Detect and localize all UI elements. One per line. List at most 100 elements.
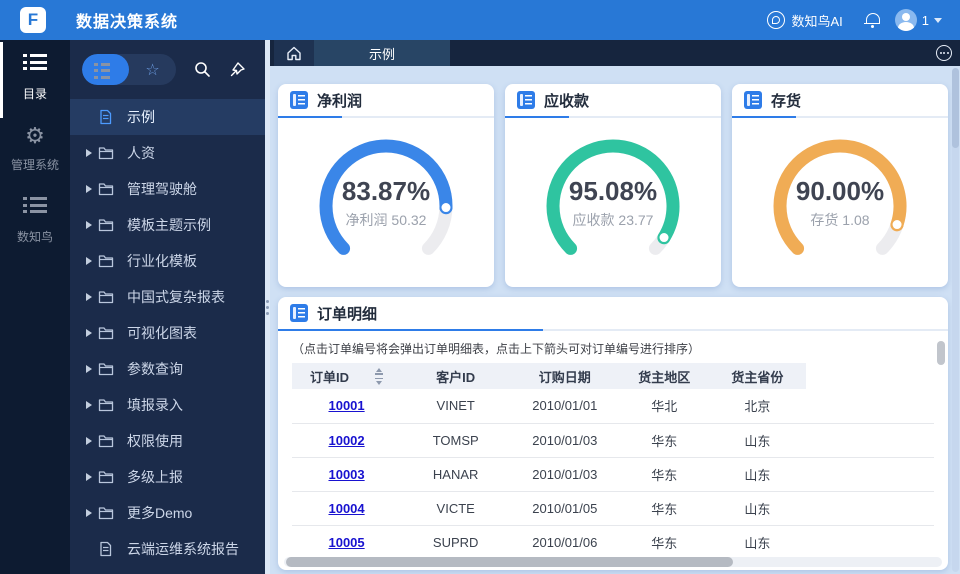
expand-arrow-icon	[86, 185, 98, 193]
home-icon	[287, 46, 301, 60]
cell-订单ID: 10003	[292, 457, 402, 492]
menu-item-1[interactable]: 示例	[70, 99, 265, 135]
tab-overflow-button[interactable]	[936, 40, 960, 66]
folder-icon	[98, 507, 114, 520]
order-id-link[interactable]: 10001	[328, 398, 365, 414]
folder-icon	[98, 183, 114, 196]
menu-item-11[interactable]: 多级上报	[70, 459, 265, 495]
expand-arrow-icon	[86, 473, 98, 481]
cell-订单ID: 10004	[292, 491, 402, 526]
menu-item-label: 可视化图表	[127, 325, 197, 341]
column-header-1: 订单ID	[292, 363, 402, 389]
tab-home[interactable]	[274, 40, 314, 66]
menu-item-7[interactable]: 可视化图表	[70, 315, 265, 351]
orders-table-body: 10001 VINET 2010/01/01 华北 北京 10002 TOMSP 2010/0…	[292, 389, 934, 560]
tab-bar: 示例	[270, 40, 960, 66]
menu-item-label: 中国式复杂报表	[127, 289, 225, 305]
menu-search-button[interactable]	[194, 61, 211, 78]
cell-客户ID: VINET	[401, 389, 511, 424]
menu-item-9[interactable]: 填报录入	[70, 387, 265, 423]
tab-label: 示例	[368, 46, 395, 62]
gauge-card-3: 存货 90.00% 存货 1.08	[732, 84, 948, 287]
rail-item-label: 目录	[22, 87, 47, 101]
cell-货主地区: 华东	[619, 423, 710, 458]
pin-panel-button[interactable]	[229, 61, 246, 78]
cell-货主省份: 山东	[709, 525, 806, 560]
orders-horizontal-scrollbar-track	[284, 557, 942, 567]
orders-vertical-scrollbar[interactable]	[937, 341, 945, 365]
cell-订单ID: 10001	[292, 389, 402, 424]
column-header-4: 货主地区	[619, 363, 710, 389]
cell-客户ID: SUPRD	[401, 525, 511, 560]
star-icon: ☆	[145, 60, 160, 79]
pin-icon	[230, 62, 245, 77]
expand-arrow-icon	[86, 149, 98, 157]
menu-item-label: 行业化模板	[127, 253, 197, 269]
menu-item-label: 填报录入	[127, 397, 183, 413]
menu-item-6[interactable]: 中国式复杂报表	[70, 279, 265, 315]
orders-table: 订单ID 客户ID 订购日期 货主地区 货主省份 10001 VINET 2010/01/0…	[292, 363, 934, 560]
menu-item-label: 人资	[127, 145, 155, 161]
left-rail: 目录 ⚙ 管理系统数知鸟	[0, 40, 70, 574]
rail-item-label: 数知鸟	[16, 230, 53, 244]
table-row-2: 10002 TOMSP 2010/01/03 华东 山东	[292, 423, 934, 458]
rail-item-2[interactable]: ⚙ 管理系统	[0, 112, 70, 183]
folder-icon	[98, 471, 114, 484]
cell-货主省份: 山东	[709, 423, 806, 458]
rail-item-label: 管理系统	[10, 158, 59, 172]
menu-item-label: 参数查询	[127, 361, 183, 377]
cell-订单ID: 10002	[292, 423, 402, 458]
expand-arrow-icon	[86, 437, 98, 445]
favorites-view-button[interactable]: ☆	[129, 54, 176, 85]
orders-hint-text: （点击订单编号将会弹出订单明细表，点击上下箭头可对订单编号进行排序）	[292, 342, 701, 356]
app-logo-icon[interactable]: F	[20, 7, 46, 33]
table-row-5: 10005 SUPRD 2010/01/06 华东 山东	[292, 525, 934, 560]
content-scrollbar-thumb[interactable]	[952, 68, 959, 148]
sort-desc-icon[interactable]	[375, 377, 384, 385]
menu-item-8[interactable]: 参数查询	[70, 351, 265, 387]
menu-item-5[interactable]: 行业化模板	[70, 243, 265, 279]
menu-item-10[interactable]: 权限使用	[70, 423, 265, 459]
menu-item-12[interactable]: 更多Demo	[70, 495, 265, 531]
order-id-link[interactable]: 10003	[328, 466, 365, 482]
folder-icon	[98, 363, 114, 376]
notification-bell-icon[interactable]	[863, 11, 881, 29]
content-scrollbar-track	[952, 68, 959, 572]
sort-asc-icon[interactable]	[375, 367, 384, 375]
cell-客户ID: VICTE	[401, 491, 511, 526]
topbar: F 数据决策系统 数知鸟AI 1	[0, 0, 960, 40]
directory-view-button[interactable]	[82, 54, 129, 85]
user-menu[interactable]: 1	[894, 9, 942, 31]
expand-arrow-icon	[86, 329, 98, 337]
panel-splitter[interactable]	[265, 40, 270, 574]
ai-assistant-button[interactable]: 数知鸟AI	[767, 11, 843, 30]
file-icon	[100, 541, 112, 557]
cell-货主地区: 华东	[619, 525, 710, 560]
sort-control[interactable]	[375, 367, 384, 385]
cell-订购日期: 2010/01/06	[510, 525, 620, 560]
cell-订购日期: 2010/01/05	[510, 491, 620, 526]
column-header-3: 订购日期	[510, 363, 620, 389]
user-avatar	[894, 9, 917, 31]
menu-item-2[interactable]: 人资	[70, 135, 265, 171]
menu-item-label: 权限使用	[127, 433, 183, 449]
menu-item-13[interactable]: 云端运维系统报告	[70, 531, 265, 567]
ai-assistant-label: 数知鸟AI	[791, 13, 843, 29]
gauge-row: 净利润 83.87% 净利润 50.32 应收款 95.08% 应收款 23.77 存货 90…	[278, 84, 960, 287]
expand-arrow-icon	[86, 509, 98, 517]
order-id-link[interactable]: 10004	[328, 500, 365, 516]
folder-icon	[98, 255, 114, 268]
order-id-link[interactable]: 10002	[328, 432, 365, 448]
order-id-link[interactable]: 10005	[328, 534, 365, 550]
tab-active[interactable]: 示例	[314, 40, 450, 66]
splitter-handle-icon	[266, 300, 269, 318]
gauge-chart: 95.08% 应收款 23.77	[505, 118, 721, 287]
rail-item-1[interactable]: 目录	[0, 40, 70, 118]
menu-item-3[interactable]: 管理驾驶舱	[70, 171, 265, 207]
menu-item-4[interactable]: 模板主题示例	[70, 207, 265, 243]
orders-table-header-row: 订单ID 客户ID 订购日期 货主地区 货主省份	[292, 363, 934, 389]
folder-icon	[98, 399, 114, 412]
rail-item-3[interactable]: 数知鸟	[0, 183, 70, 255]
orders-horizontal-scrollbar-thumb[interactable]	[286, 557, 734, 567]
folder-icon	[98, 219, 114, 232]
